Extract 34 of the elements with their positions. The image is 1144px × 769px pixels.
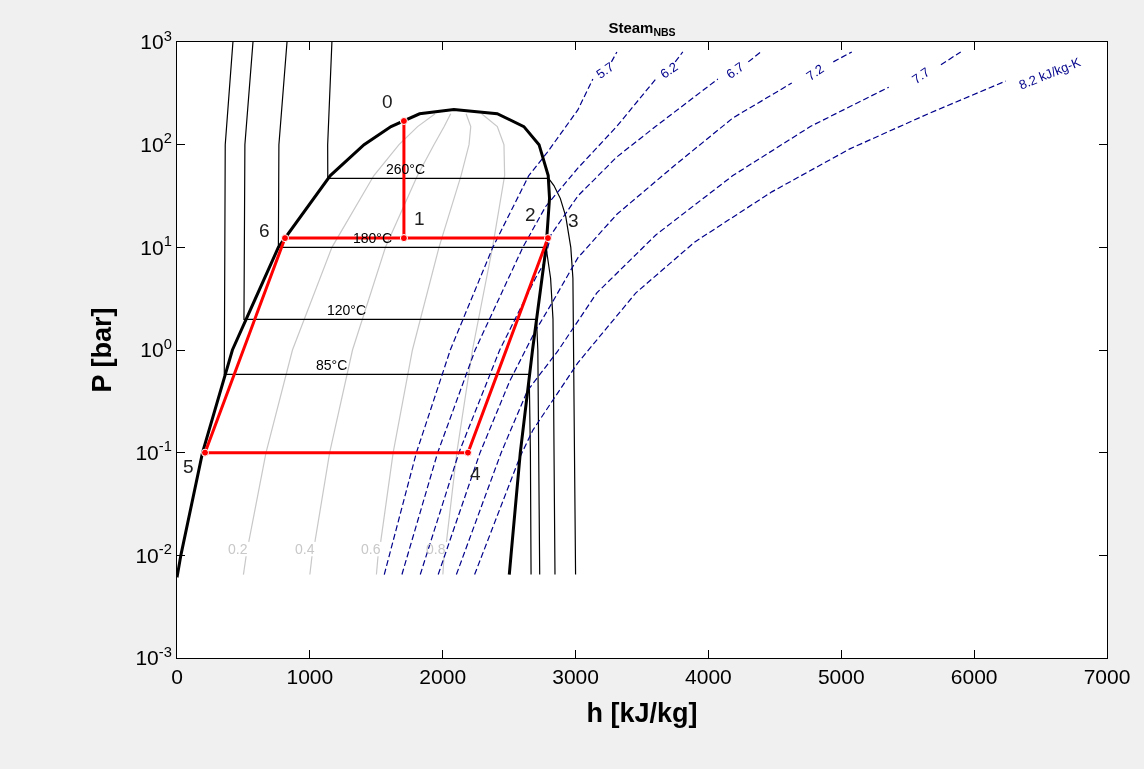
annotation: 1: [414, 208, 425, 229]
y-tick-label: 10$^{2}$: [140, 130, 172, 157]
text: 6.2: [657, 58, 681, 82]
x-axis-title: h [kJ/kg]: [586, 697, 698, 728]
text: 7.7: [909, 64, 933, 87]
annotation: 5: [183, 456, 194, 477]
annotation: 0: [382, 91, 393, 112]
y-tick-label: 10$^{-2}$: [135, 540, 172, 567]
x-tick-label: 0: [171, 665, 183, 689]
text: 7.2: [803, 60, 827, 84]
annotation: 4: [470, 463, 481, 484]
series-label: 180°C: [353, 230, 393, 246]
text: 6.7: [723, 59, 747, 82]
y-axis-title: P [bar]: [87, 307, 118, 393]
x-tick-label: 6000: [950, 665, 998, 689]
x-tick-label: 7000: [1083, 665, 1131, 689]
annotation: 6: [259, 220, 270, 241]
chart-title: Steam$_{NBS}$: [608, 19, 676, 39]
y-tick-label: 10$^{3}$: [140, 27, 172, 54]
x-tick-label: 4000: [685, 665, 732, 689]
y-tick-label: 10$^{-3}$: [135, 643, 172, 670]
y-tick-label: 10$^{0}$: [140, 335, 172, 362]
y-tick-label: 10$^{1}$: [140, 232, 172, 259]
y-tick-label: 10$^{-1}$: [135, 438, 172, 465]
series-label: 85°C: [316, 357, 348, 373]
series-label: 0.8: [426, 541, 446, 557]
x-tick-label: 1000: [286, 665, 334, 689]
series-label: 120°C: [327, 302, 367, 318]
x-tick-label: 3000: [552, 665, 599, 689]
x-tick-label: 5000: [817, 665, 865, 689]
annotation: 2: [525, 204, 536, 225]
x-tick-label: 2000: [419, 665, 467, 689]
annotation: 3: [568, 210, 579, 231]
text: 5.7: [593, 59, 617, 82]
